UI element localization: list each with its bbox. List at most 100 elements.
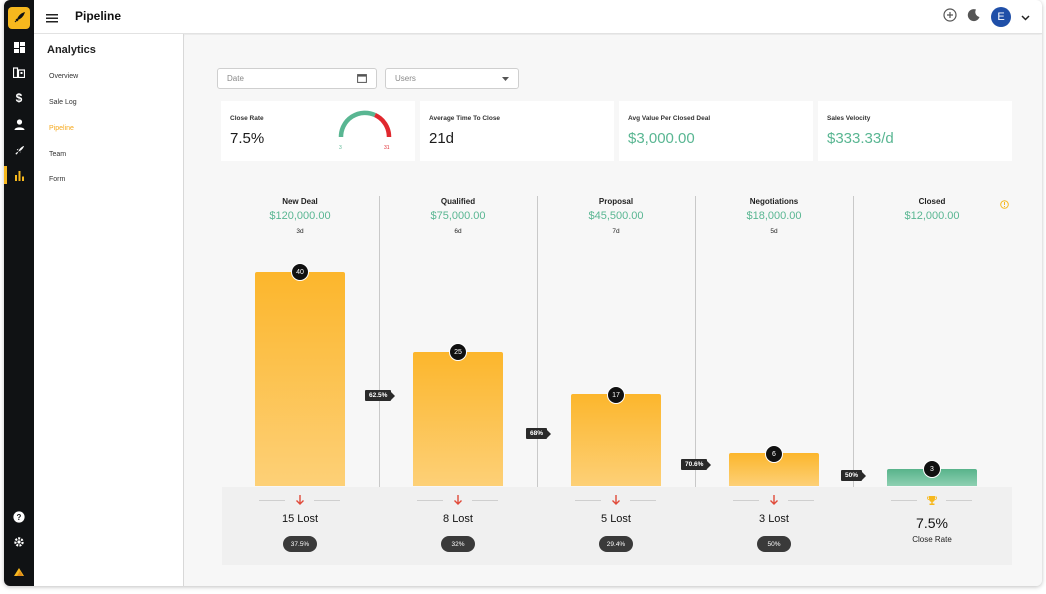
arrow-down-lost-icon <box>295 493 305 505</box>
gauge-lost-count: 31 <box>384 145 390 151</box>
divider-line <box>417 500 443 501</box>
divider-line <box>314 500 340 501</box>
user-icon[interactable] <box>4 113 34 135</box>
lost-count: 3 Lost <box>759 513 789 525</box>
stage-bar <box>413 352 503 486</box>
closed-close-rate-label: Close Rate <box>912 535 952 544</box>
stage-amount: $18,000.00 <box>746 210 802 222</box>
close-rate-gauge <box>338 110 392 138</box>
svg-text:?: ? <box>17 513 22 522</box>
avg-time-card: Average Time To Close 21d <box>420 101 614 161</box>
lost-count: 15 Lost <box>281 513 319 525</box>
lost-count: 8 Lost <box>443 513 473 525</box>
dollar-icon[interactable]: $ <box>15 91 23 105</box>
stage-divider <box>695 196 696 565</box>
stage-count-badge: 40 <box>291 263 309 281</box>
stage-amount: $120,000.00 <box>269 210 331 222</box>
date-filter[interactable]: Date <box>217 68 377 89</box>
help-icon[interactable]: ? <box>4 506 34 528</box>
lost-percent-pill: 50% <box>757 536 791 552</box>
subnav-title: Analytics <box>47 44 96 56</box>
avg-value-value: $3,000.00 <box>628 130 695 147</box>
trophy-icon <box>927 493 937 505</box>
divider-line <box>891 500 917 501</box>
top-right-actions: E <box>943 7 1030 27</box>
arrow-down-lost-icon <box>769 493 779 505</box>
stage-name: Proposal <box>598 197 634 206</box>
arrow-down-lost-icon <box>453 493 463 505</box>
avg-time-label: Average Time To Close <box>429 115 501 122</box>
gauge-won-count: 3 <box>339 145 342 151</box>
close-rate-value: 7.5% <box>230 130 265 147</box>
subnav-item-overview[interactable]: Overview <box>49 73 79 80</box>
rocket-logo-icon[interactable] <box>8 7 30 29</box>
top-bar: Pipeline E <box>34 0 1042 34</box>
closed-close-rate: 7.5% <box>916 515 948 531</box>
divider-line <box>946 500 972 501</box>
stage-days: 7d <box>612 228 620 235</box>
stage-count-badge: 25 <box>449 343 467 361</box>
stage-name: Closed <box>918 197 946 206</box>
stage-bar <box>255 272 345 486</box>
brand-icon <box>4 561 34 583</box>
stage-days: 5d <box>770 228 778 235</box>
divider-line <box>575 500 601 501</box>
divider-line <box>788 500 814 501</box>
arrow-down-lost-icon <box>611 493 621 505</box>
conversion-rate-tag: 70.6% <box>681 459 712 470</box>
stage-amount: $45,500.00 <box>588 210 644 222</box>
close-rate-card: Close Rate 7.5% 3 31 <box>221 101 415 161</box>
stage-days: 3d <box>296 228 304 235</box>
pipeline-main: Date Users Close Rate 7.5% 3 31 Average … <box>185 35 1042 586</box>
dark-mode-moon-icon[interactable] <box>967 8 981 27</box>
close-rate-label: Close Rate <box>230 115 264 122</box>
calendar-icon[interactable] <box>357 73 367 85</box>
sales-velocity-label: Sales Velocity <box>827 115 871 122</box>
subnav-item-pipeline[interactable]: Pipeline <box>49 125 74 132</box>
stage-qualified: Qualified $75,000.00 6d 25 8 Lost 32% <box>379 195 537 565</box>
dropdown-caret-icon <box>502 74 509 83</box>
stage-new-deal: New Deal $120,000.00 3d 40 15 Lost 37.5% <box>221 195 379 565</box>
conversion-rate-tag: 68% <box>526 428 552 439</box>
lost-percent-pill: 29.4% <box>599 536 633 552</box>
app-window: $ ? Pipeline <box>4 0 1042 586</box>
add-circle-icon[interactable] <box>943 7 957 27</box>
stage-days: 6d <box>454 228 462 235</box>
bar-chart-icon[interactable] <box>4 164 34 186</box>
stage-amount: $12,000.00 <box>904 210 960 222</box>
stage-divider <box>537 196 538 565</box>
lost-count: 5 Lost <box>601 513 631 525</box>
users-filter-placeholder: Users <box>395 74 416 83</box>
rocket-icon[interactable] <box>4 139 34 161</box>
stage-divider <box>379 196 380 565</box>
dashboard-icon[interactable] <box>4 36 34 58</box>
sales-velocity-value: $333.33/d <box>827 130 894 147</box>
subnav-item-form[interactable]: Form <box>49 176 66 183</box>
conversion-rate-tag: 62.5% <box>365 390 396 401</box>
conversion-rate-tag: 50% <box>841 470 867 481</box>
lost-percent-pill: 37.5% <box>283 536 317 552</box>
settings-icon[interactable] <box>4 531 34 553</box>
stage-count-badge: 17 <box>607 386 625 404</box>
divider-line <box>733 500 759 501</box>
avg-value-card: Avg Value Per Closed Deal $3,000.00 <box>619 101 813 161</box>
subnav-item-team[interactable]: Team <box>49 151 67 158</box>
user-avatar[interactable]: E <box>991 7 1011 27</box>
building-icon[interactable] <box>4 61 34 83</box>
stage-name: New Deal <box>282 197 318 206</box>
divider-line <box>630 500 656 501</box>
chevron-down-icon[interactable] <box>1021 8 1030 26</box>
info-circle-icon[interactable] <box>1000 196 1009 214</box>
avg-value-label: Avg Value Per Closed Deal <box>628 115 711 122</box>
date-filter-placeholder: Date <box>227 74 244 83</box>
page-title: Pipeline <box>75 9 122 23</box>
hamburger-menu-icon[interactable] <box>46 10 60 24</box>
stage-count-badge: 6 <box>765 445 783 463</box>
divider-line <box>472 500 498 501</box>
users-filter[interactable]: Users <box>385 68 519 89</box>
lost-percent-pill: 32% <box>441 536 475 552</box>
subnav-item-sale-log[interactable]: Sale Log <box>49 99 77 106</box>
analytics-subnav: Analytics Overview Sale Log Pipeline Tea… <box>34 34 184 586</box>
stage-closed: Closed $12,000.00 3 7.5% Close Rate <box>853 195 1011 565</box>
divider-line <box>259 500 285 501</box>
